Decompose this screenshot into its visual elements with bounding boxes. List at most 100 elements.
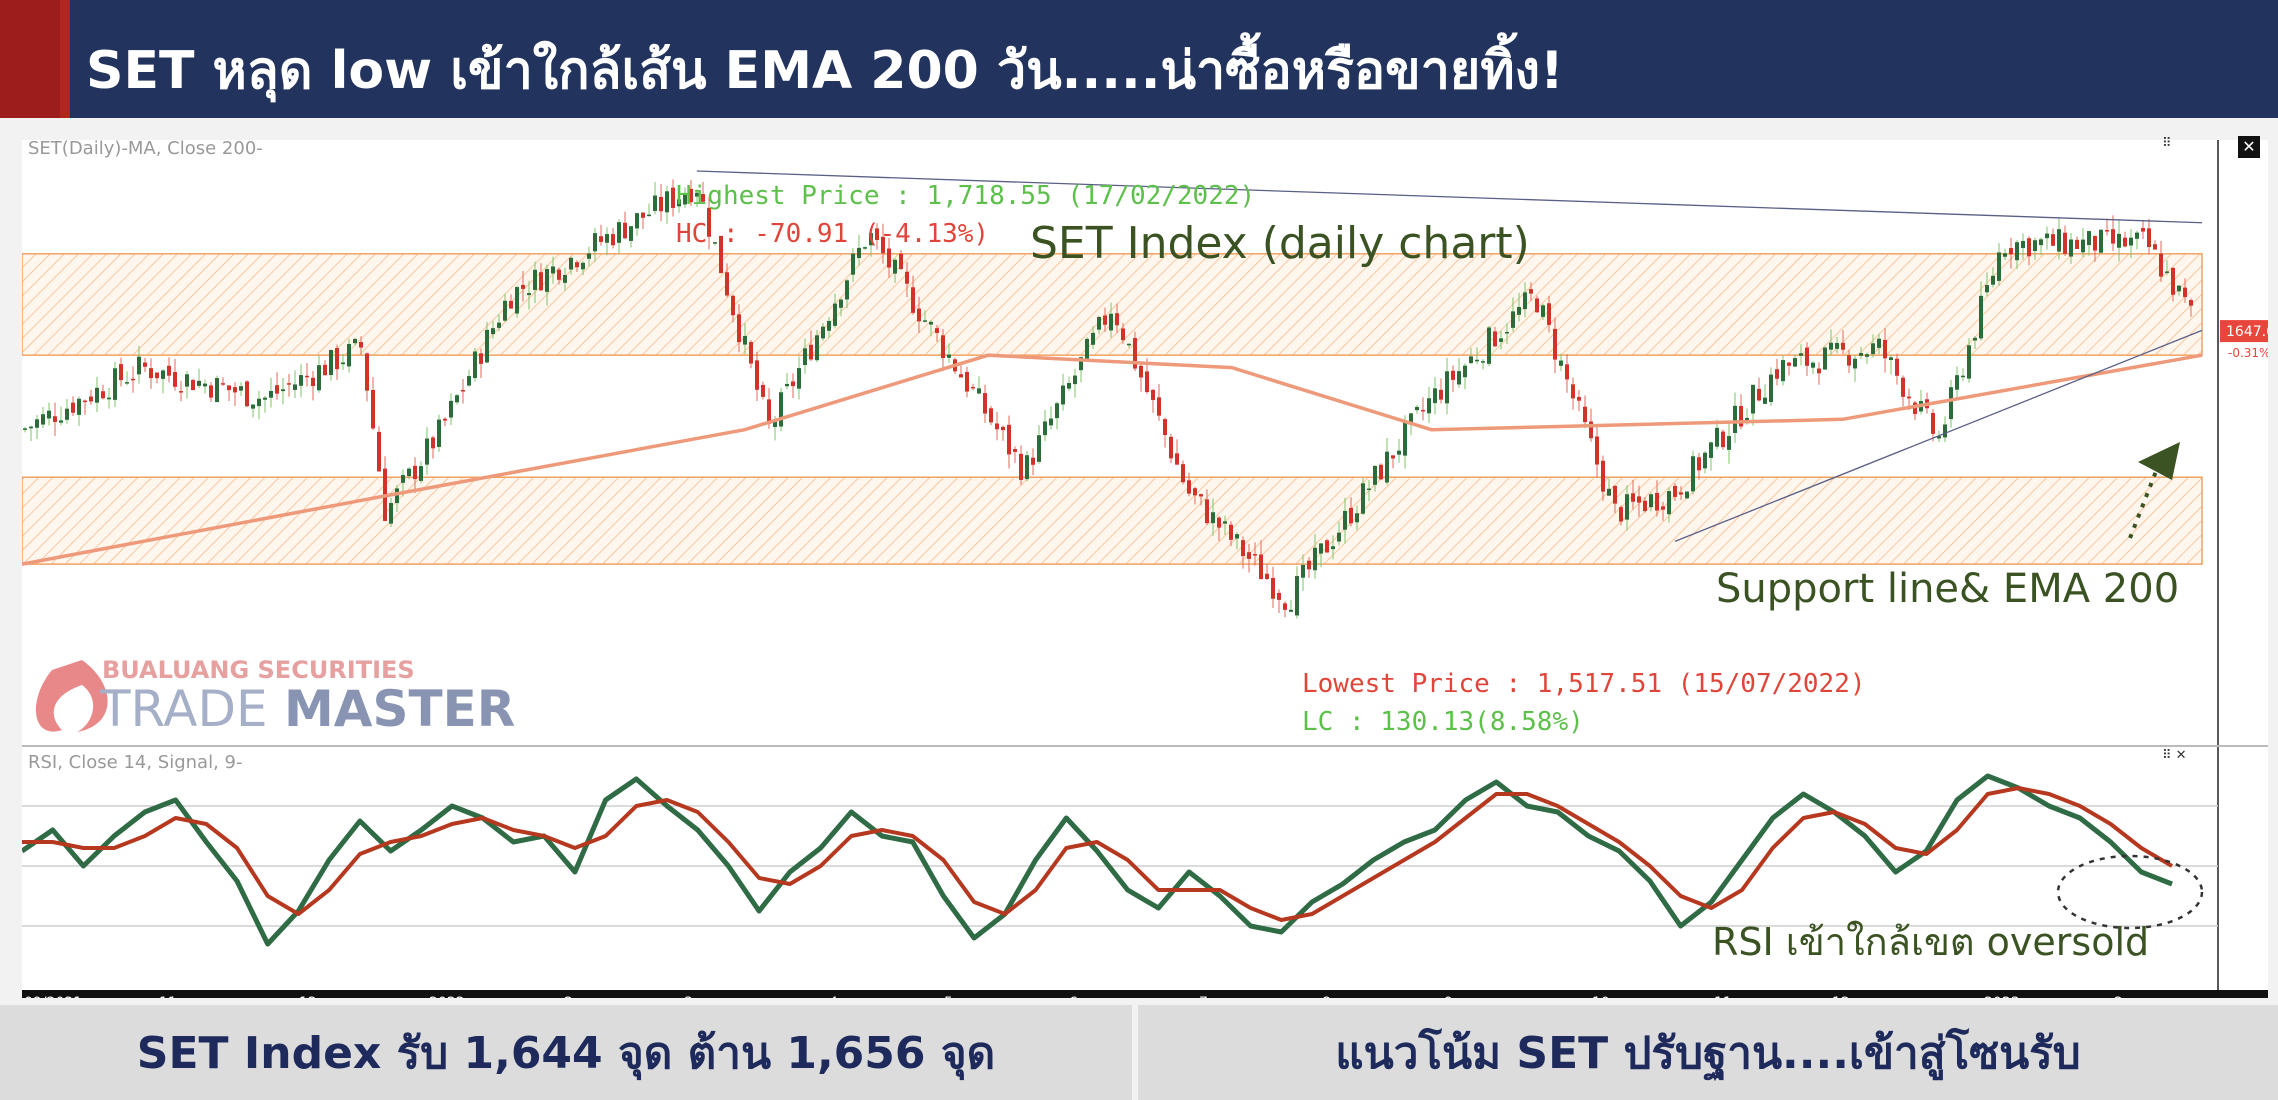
candle (2123, 231, 2127, 248)
candle (1637, 485, 1641, 517)
bualuang-logo-icon (35, 660, 108, 732)
candle (1355, 505, 1359, 531)
resistance-trendline (696, 170, 2203, 224)
candle (1913, 400, 1917, 421)
candle-body (1211, 512, 1215, 524)
candle (2057, 217, 2061, 260)
x-tick-label: 8 (1322, 995, 1331, 998)
candle-body (1271, 578, 1275, 599)
candle-body (437, 419, 441, 447)
candle (1727, 422, 1731, 464)
candle (683, 187, 687, 208)
candle (785, 372, 789, 390)
candle (965, 366, 969, 398)
candle-body (1469, 356, 1473, 364)
candle-body (227, 385, 231, 391)
candle (317, 355, 321, 393)
candle (227, 385, 231, 402)
candle-body (413, 465, 417, 480)
grip-icon[interactable]: ⠿ (2162, 136, 2172, 151)
candle-body (269, 390, 273, 398)
candle (827, 316, 831, 338)
candle-body (1097, 316, 1101, 330)
candle-body (35, 419, 39, 428)
candle (1835, 336, 1839, 354)
candle-body (443, 418, 447, 421)
zone-lower (22, 476, 2203, 565)
candle-body (1313, 547, 1317, 571)
candle (809, 330, 813, 362)
candle-body (2123, 237, 2127, 247)
x-tick-label: 9 (1444, 995, 1453, 998)
time-axis-bg (22, 990, 2268, 998)
candle (821, 323, 825, 341)
candle-body (1883, 339, 1887, 359)
candle-body (191, 380, 195, 391)
candle (911, 275, 915, 315)
candle (125, 371, 129, 386)
candle-body (779, 392, 783, 427)
candle (2021, 233, 2025, 260)
candle-body (359, 342, 363, 348)
candle-body (1973, 337, 1977, 341)
candle-body (857, 247, 861, 259)
candle (713, 241, 717, 246)
candle-body (1043, 421, 1047, 436)
candle (263, 395, 267, 413)
candle-body (1241, 540, 1245, 557)
candle (1517, 292, 1521, 322)
candle-body (569, 257, 573, 270)
candle-body (2105, 230, 2109, 232)
candle (191, 378, 195, 391)
candle (1037, 425, 1041, 464)
candle-body (785, 383, 789, 387)
candle-body (1823, 347, 1827, 370)
lc-label: LC : 130.13(8.58%) (1302, 707, 1584, 737)
candle-body (1685, 491, 1689, 499)
candle (1109, 302, 1113, 338)
close-icon[interactable]: ✕ (2238, 136, 2260, 158)
candle (1607, 478, 1611, 496)
candle (2147, 218, 2151, 255)
candle (1493, 326, 1497, 348)
candle (1769, 367, 1773, 406)
candle (1343, 497, 1347, 544)
candle-body (1709, 442, 1713, 458)
candle (1157, 384, 1161, 421)
candle (1967, 338, 1971, 383)
candle (1283, 601, 1287, 618)
candle-body (1325, 540, 1329, 553)
candle-body (2111, 229, 2115, 244)
candle (995, 411, 999, 441)
candle-body (713, 242, 717, 244)
candle (1097, 315, 1101, 335)
candle (29, 425, 33, 442)
rsi-panel-label: RSI, Close 14, Signal, 9- (28, 752, 242, 773)
candle-body (2021, 240, 2025, 248)
candle (461, 379, 465, 404)
candle-body (1553, 328, 1557, 360)
candle-body (527, 293, 531, 296)
candle (1085, 337, 1089, 362)
candle (1385, 438, 1389, 485)
candle (1175, 439, 1179, 465)
candle (1289, 599, 1293, 613)
candle-body (1439, 389, 1443, 400)
candle-body (995, 423, 999, 430)
candle (1481, 359, 1485, 370)
candle-body (905, 271, 909, 284)
candle (971, 383, 975, 391)
candle (2153, 240, 2157, 250)
candle (221, 377, 225, 386)
candle-body (1355, 513, 1359, 523)
candle-body (1565, 364, 1569, 380)
candle-body (1397, 450, 1401, 455)
rsi-grip-icon[interactable]: ⠿ ✕ (2162, 748, 2187, 763)
candle (1817, 362, 1821, 385)
candle-body (203, 383, 207, 387)
candle-body (641, 212, 645, 218)
candle (875, 223, 879, 250)
candle-body (131, 378, 135, 381)
candle-body (1229, 524, 1233, 540)
candle (725, 263, 729, 298)
